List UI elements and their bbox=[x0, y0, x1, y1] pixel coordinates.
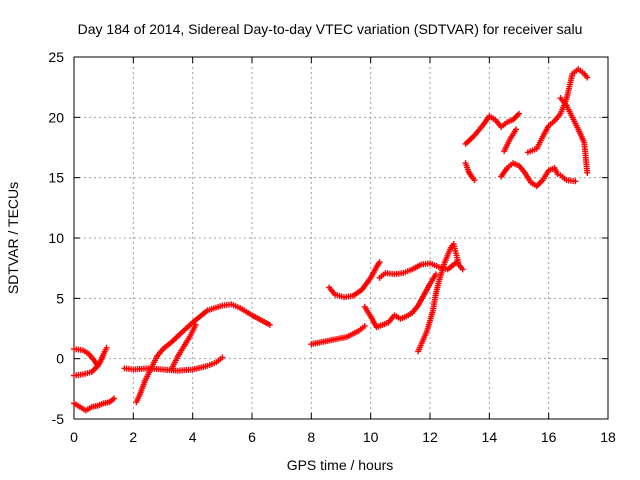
data-point bbox=[584, 169, 591, 176]
x-tick-label: 6 bbox=[248, 429, 256, 445]
y-tick-label: 20 bbox=[48, 109, 64, 125]
series-arc-11 bbox=[415, 241, 462, 355]
data-point bbox=[516, 110, 522, 117]
series-arc-02 bbox=[71, 344, 110, 379]
series-arc-06 bbox=[168, 321, 199, 372]
y-tick-label: 0 bbox=[56, 351, 64, 367]
series-arc-05 bbox=[133, 301, 273, 406]
data-point bbox=[266, 321, 273, 328]
x-tick-label: 4 bbox=[189, 429, 197, 445]
series-arc-14 bbox=[498, 160, 561, 190]
series-arc-13 bbox=[462, 160, 478, 184]
series-arc-16 bbox=[524, 66, 591, 156]
series-arc-15 bbox=[501, 126, 520, 155]
data-point bbox=[455, 259, 462, 266]
data-point bbox=[584, 74, 591, 81]
series-arc-17 bbox=[557, 95, 591, 176]
series-arc-07 bbox=[308, 323, 368, 348]
data-point bbox=[471, 177, 478, 184]
series-arc-10 bbox=[376, 259, 466, 281]
data-point bbox=[376, 259, 383, 266]
data-point bbox=[361, 323, 368, 330]
y-tick-label: 15 bbox=[48, 170, 64, 186]
x-tick-label: 10 bbox=[363, 429, 379, 445]
y-tick-label: 10 bbox=[48, 230, 64, 246]
data-marks bbox=[71, 66, 591, 414]
x-tick-label: 18 bbox=[600, 429, 616, 445]
chart-title: Day 184 of 2014, Sidereal Day-to-day VTE… bbox=[78, 21, 583, 37]
y-tick-label: 25 bbox=[48, 49, 64, 65]
x-tick-label: 8 bbox=[307, 429, 315, 445]
series-arc-12 bbox=[462, 110, 522, 147]
data-point bbox=[459, 266, 466, 273]
y-tick-label: -5 bbox=[52, 411, 65, 427]
data-point bbox=[219, 354, 226, 361]
x-axis-label: GPS time / hours bbox=[287, 457, 394, 473]
data-point bbox=[192, 321, 199, 328]
data-point bbox=[513, 126, 520, 133]
series-arc-09 bbox=[361, 271, 439, 331]
y-axis-label: SDTVAR / TECUs bbox=[5, 182, 21, 294]
x-tick-label: 14 bbox=[482, 429, 498, 445]
data-point bbox=[111, 395, 118, 402]
tick-layer: 0 2 4 6 8 10 12 14 16 18 -5 0 5 10 15 20 25 bbox=[48, 49, 616, 445]
x-tick-label: 2 bbox=[129, 429, 137, 445]
y-tick-label: 5 bbox=[56, 290, 64, 306]
series-arc-08 bbox=[326, 259, 383, 301]
x-tick-label: 12 bbox=[422, 429, 438, 445]
data-point bbox=[432, 271, 439, 278]
series-arc-18 bbox=[557, 172, 579, 185]
data-point bbox=[572, 178, 579, 185]
x-tick-label: 16 bbox=[541, 429, 557, 445]
data-point bbox=[103, 344, 110, 351]
series-arc-03 bbox=[71, 395, 118, 414]
x-tick-label: 0 bbox=[70, 429, 78, 445]
data-point bbox=[554, 171, 561, 178]
